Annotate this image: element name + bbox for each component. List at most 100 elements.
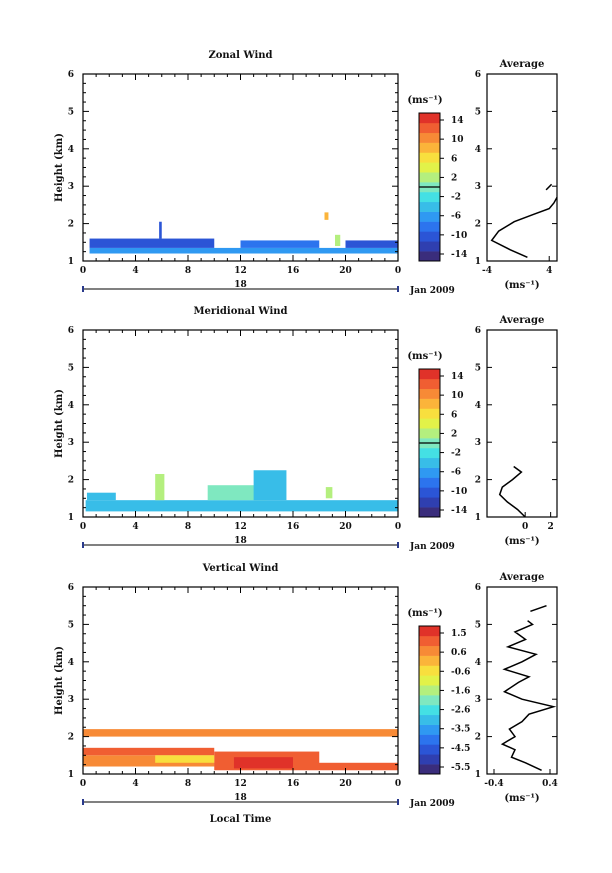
x-tick-label: 12: [234, 522, 247, 532]
y-tick-label: 1: [68, 257, 74, 267]
average-frame: [486, 329, 558, 518]
colorbar-segment: [419, 645, 440, 656]
date-axis-label: Jan 2009: [409, 542, 455, 552]
data-cell: [83, 755, 215, 767]
x-tick-label: 20: [339, 522, 352, 532]
average-profile-segment: [530, 604, 547, 613]
x-tick-label: 16: [287, 266, 300, 276]
y-tick-label: 3: [68, 182, 74, 192]
x-tick-label: 16: [287, 779, 300, 789]
data-cell: [86, 492, 116, 501]
colorbar-tick-label: -14: [451, 506, 467, 516]
colorbar-tick-label: -10: [451, 231, 467, 241]
colorbar-segment: [419, 191, 440, 203]
colorbar-segment: [419, 655, 440, 666]
y-tick-label: 4: [68, 401, 74, 411]
y-tick-label: 6: [68, 326, 74, 336]
colorbar-tick-label: -2: [451, 193, 461, 203]
colorbar-tick-label: -1.6: [451, 686, 470, 696]
average-y-tick-label: 5: [475, 620, 481, 630]
colorbar-segment: [419, 388, 440, 399]
y-tick-label: 2: [68, 220, 74, 230]
plot-frame: [82, 586, 399, 775]
x-tick-label: 0: [395, 522, 401, 532]
colorbar-tick-label: -3.5: [451, 725, 470, 735]
average-profile-line: [490, 197, 558, 258]
average-y-tick-label: 2: [475, 733, 481, 743]
colorbar-segment: [419, 241, 440, 252]
x-axis-title: Local Time: [210, 814, 272, 825]
colorbar-tick-label: 2: [451, 429, 457, 439]
data-cell: [324, 212, 329, 220]
panel-title: Meridional Wind: [193, 306, 287, 317]
average-profile-line: [498, 465, 526, 518]
y-tick-label: 5: [68, 107, 74, 117]
average-y-tick-label: 4: [475, 145, 481, 155]
data-cell: [207, 485, 267, 501]
colorbar-tick-label: -6: [451, 468, 461, 478]
colorbar-tick-label: -14: [451, 250, 467, 260]
x-tick-label: 0: [80, 522, 86, 532]
average-y-tick-label: 3: [475, 438, 481, 448]
average-y-tick-label: 2: [475, 220, 481, 230]
colorbar-tick-label: -0.6: [451, 667, 470, 677]
average-frame: [486, 73, 558, 262]
colorbar-segment: [419, 714, 440, 725]
x-tick-label: 20: [339, 266, 352, 276]
y-tick-label: 1: [68, 770, 74, 780]
average-y-tick-label: 4: [475, 658, 481, 668]
y-tick-label: 2: [68, 476, 74, 486]
colorbar-tick-label: -2: [451, 449, 461, 459]
panel-title: Zonal Wind: [208, 50, 272, 61]
colorbar-segment: [419, 447, 440, 459]
colorbar-tick-label: 14: [451, 116, 464, 126]
data-cell: [233, 757, 293, 769]
colorbar-segment: [419, 487, 440, 498]
colorbar-segment: [419, 398, 440, 409]
date-day-label: 18: [234, 793, 247, 803]
colorbar-segment: [419, 754, 440, 765]
y-tick-label: 3: [68, 695, 74, 705]
average-y-tick-label: 1: [475, 513, 481, 523]
data-cell: [85, 500, 398, 512]
data-cell: [335, 234, 341, 247]
x-tick-label: 4: [132, 522, 138, 532]
average-x-axis-title: (ms⁻¹): [504, 280, 539, 291]
date-day-label: 18: [234, 536, 247, 546]
colorbar-segment: [419, 764, 440, 775]
colorbar-segment: [419, 162, 440, 173]
average-y-tick-label: 5: [475, 363, 481, 373]
average-y-tick-label: 2: [475, 476, 481, 486]
colorbar-tick-label: -2.6: [451, 706, 470, 716]
y-tick-label: 3: [68, 438, 74, 448]
colorbar-segment: [419, 142, 440, 153]
colorbar-segment: [419, 744, 440, 755]
colorbar-tick-label: 14: [451, 372, 464, 382]
average-profile-segment: [545, 183, 553, 191]
x-tick-label: 12: [234, 779, 247, 789]
data-cell: [89, 238, 215, 248]
average-x-tick-label: 2: [548, 522, 554, 532]
colorbar-segment: [419, 507, 440, 518]
average-y-tick-label: 6: [475, 70, 481, 80]
y-tick-label: 6: [68, 583, 74, 593]
average-profile-line: [500, 620, 557, 771]
colorbar-segment: [419, 132, 440, 143]
colorbar-segment: [419, 497, 440, 508]
colorbar-tick-label: -4.5: [451, 744, 470, 754]
average-x-tick-label: -4: [482, 266, 492, 276]
colorbar-segment: [419, 221, 440, 232]
average-x-axis-title: (ms⁻¹): [504, 793, 539, 804]
data-cell: [240, 247, 398, 254]
colorbar-segment: [419, 113, 440, 124]
average-y-tick-label: 4: [475, 401, 481, 411]
colorbar-frame: [418, 625, 441, 775]
x-tick-label: 20: [339, 779, 352, 789]
colorbar-unit: (ms⁻¹): [407, 95, 442, 106]
average-x-tick-label: 4: [546, 266, 552, 276]
colorbar-segment: [419, 122, 440, 134]
x-tick-label: 0: [395, 266, 401, 276]
